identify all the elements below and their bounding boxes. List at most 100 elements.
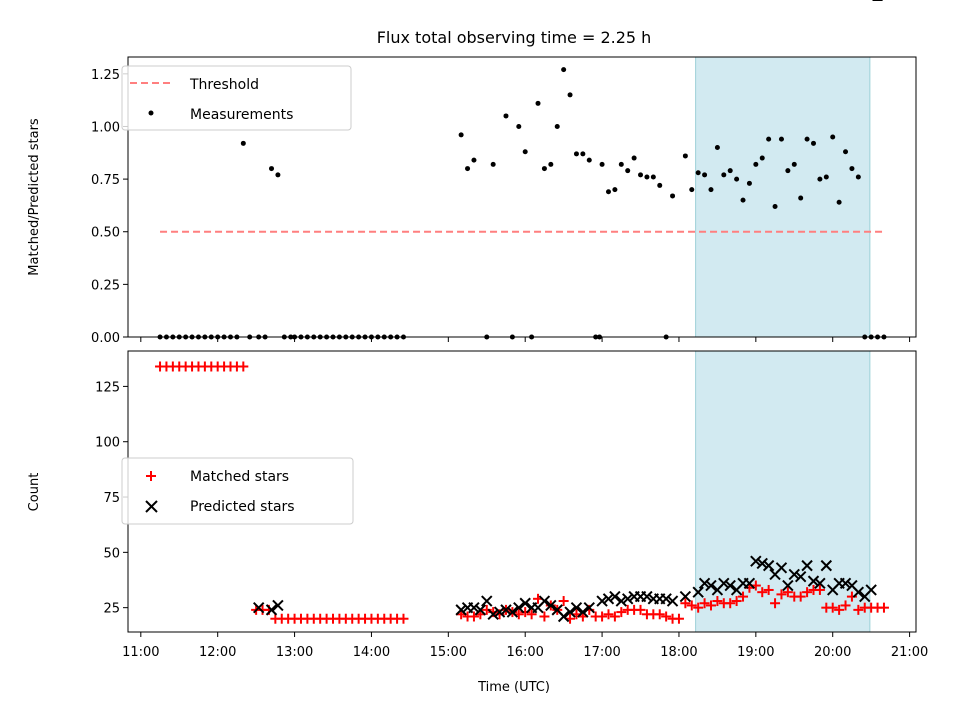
matched-point xyxy=(814,584,825,595)
measurement-point xyxy=(573,151,579,157)
measurement-point xyxy=(855,174,861,180)
y-tick-label: 125 xyxy=(95,380,120,395)
predicted-point xyxy=(506,606,519,618)
predicted-point xyxy=(455,604,467,616)
predicted-point xyxy=(519,597,531,609)
y-tick-label: 0.25 xyxy=(91,278,120,293)
x-tick-label: 18:00 xyxy=(660,645,697,660)
measurement-point xyxy=(753,161,759,167)
measurement-point xyxy=(836,199,842,205)
matched-point xyxy=(725,598,736,609)
measurement-point xyxy=(599,161,605,167)
matched-point xyxy=(398,613,409,624)
predicted-point xyxy=(538,595,551,607)
y-tick-label: 25 xyxy=(103,602,120,617)
predicted-point xyxy=(756,557,768,570)
measurement-point xyxy=(817,176,823,182)
matched-point xyxy=(827,602,838,613)
measurement-point xyxy=(522,149,528,155)
predicted-point xyxy=(814,577,826,590)
measurement-point xyxy=(465,166,471,172)
bottom-panel-series xyxy=(155,0,889,624)
x-tick-label: 14:00 xyxy=(353,645,390,660)
matched-point xyxy=(597,611,608,622)
measurement-point xyxy=(830,134,836,140)
predicted-point xyxy=(615,595,628,607)
predicted-point xyxy=(265,604,278,616)
top-panel-series xyxy=(157,67,887,340)
y-tick-label: 1.00 xyxy=(91,120,120,135)
measurement-point xyxy=(759,155,765,161)
bottom-panel-legend-box xyxy=(121,457,354,525)
top-panel: 0.00 0.25 0.50 0.75 1.00 1.25 Matched/Predict… xyxy=(27,56,917,346)
matched-point xyxy=(776,589,787,600)
legend-predicted-label: Predicted stars xyxy=(190,499,295,515)
bottom-panel-y-label: Count xyxy=(27,473,42,512)
measurement-point xyxy=(618,161,624,167)
predicted-point xyxy=(577,606,589,618)
measurement-point xyxy=(567,92,573,98)
predicted-point xyxy=(609,590,621,603)
predicted-point xyxy=(718,577,730,590)
predicted-point xyxy=(692,586,704,598)
measurement-point xyxy=(650,174,656,180)
top-panel-y-label: Matched/Predicted stars xyxy=(27,118,42,276)
measurement-point xyxy=(682,153,688,159)
predicted-point xyxy=(596,595,608,607)
matched-point xyxy=(770,598,781,609)
measurement-point xyxy=(580,151,586,157)
x-tick-label: 16:00 xyxy=(506,645,543,660)
predicted-point xyxy=(564,606,576,618)
predicted-point xyxy=(602,593,615,605)
predicted-point xyxy=(468,601,480,614)
predicted-point xyxy=(641,590,653,603)
y-tick-label: 0.75 xyxy=(91,173,120,188)
matched-point xyxy=(635,604,646,615)
measurement-point xyxy=(458,132,464,138)
matched-point xyxy=(238,361,249,372)
bottom-panel-x-ticks: 11:00 12:00 13:00 14:00 15:00 16:00 17:00 18:00… xyxy=(122,632,928,660)
predicted-point xyxy=(775,562,788,574)
x-tick-label: 13:00 xyxy=(276,645,313,660)
x-axis-label: Time (UTC) xyxy=(477,680,550,695)
matched-point xyxy=(673,613,684,624)
predicted-point xyxy=(474,604,487,616)
measurement-point xyxy=(554,123,560,129)
top-panel-y-ticks: 0.00 0.25 0.50 0.75 1.00 1.25 xyxy=(91,68,128,346)
measurement-point xyxy=(746,180,752,186)
measurement-point xyxy=(778,136,784,142)
matched-point xyxy=(699,598,710,609)
matched-point xyxy=(782,587,793,598)
y-tick-label: 50 xyxy=(103,546,120,561)
measurement-point xyxy=(791,161,797,167)
measurement-point xyxy=(670,193,676,199)
matched-point xyxy=(520,607,531,618)
predicted-point xyxy=(839,577,852,590)
y-tick-label: 0.50 xyxy=(91,226,120,241)
measurement-point xyxy=(516,123,522,129)
matched-point xyxy=(603,609,614,620)
x-tick-label: 17:00 xyxy=(583,645,620,660)
predicted-point xyxy=(252,601,265,614)
top-panel-legend: Threshold Measurements xyxy=(121,65,352,131)
legend-measurements-label: Measurements xyxy=(190,107,293,123)
matched-point xyxy=(712,596,723,607)
bottom-panel-legend: Matched stars Predicted stars xyxy=(121,457,354,525)
predicted-point xyxy=(724,579,736,592)
predicted-point xyxy=(807,575,820,587)
measurement-point xyxy=(612,187,618,193)
y-tick-label: 1.25 xyxy=(91,68,120,83)
predicted-point xyxy=(660,593,672,605)
predicted-point xyxy=(794,570,807,583)
y-tick-label: 0.00 xyxy=(91,331,120,346)
top-panel-x-ticks xyxy=(140,337,911,342)
predicted-point xyxy=(570,601,583,614)
predicted-point xyxy=(865,584,877,596)
measurement-point xyxy=(740,197,746,203)
matched-point xyxy=(468,611,479,622)
measurement-point xyxy=(689,187,695,193)
x-tick-label: 20:00 xyxy=(814,645,851,660)
measurement-point xyxy=(849,166,855,172)
measurement-point xyxy=(702,172,708,178)
legend-measurements-swatch xyxy=(148,110,154,116)
